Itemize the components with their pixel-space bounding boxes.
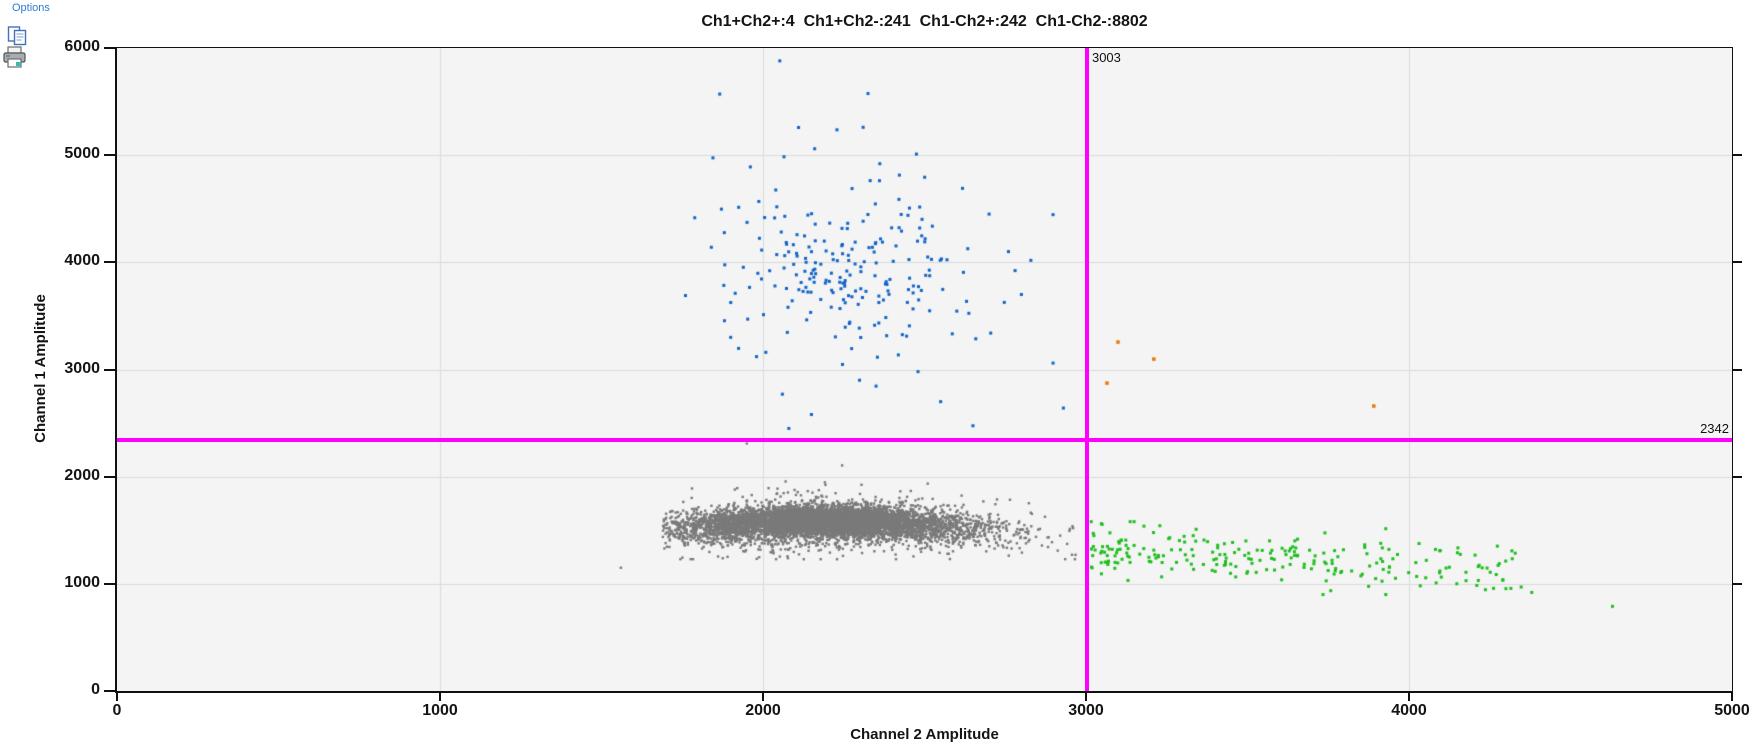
chart-title: Ch1+Ch2+:4 Ch1+Ch2-:241 Ch1-Ch2+:242 Ch1… (701, 13, 1148, 30)
x-tick (116, 692, 118, 701)
y-tick-right (1733, 261, 1742, 264)
y-tick (104, 47, 117, 49)
y-tick-label: 5000 (64, 145, 100, 163)
y-tick (104, 690, 117, 692)
ch1-threshold-value: 2342 (1700, 421, 1729, 437)
print-icon[interactable] (2, 46, 28, 75)
ch2-threshold-value: 3003 (1091, 50, 1121, 65)
x-tick (439, 692, 441, 701)
y-tick-label: 6000 (64, 38, 100, 55)
y-tick (104, 261, 117, 264)
x-tick (1408, 692, 1410, 701)
y-tick-label: 4000 (64, 252, 100, 270)
y-tick-label: 0 (91, 681, 100, 698)
y-tick (104, 368, 117, 371)
scatter-canvas[interactable] (117, 48, 1732, 691)
y-tick (104, 475, 117, 478)
y-tick-label: 2000 (64, 466, 100, 484)
x-tick-label: 4000 (1391, 702, 1427, 719)
x-tick (1731, 692, 1733, 701)
y-tick-right (1733, 475, 1742, 478)
x-tick (1085, 692, 1087, 701)
y-tick (104, 582, 117, 585)
x-tick-label: 1000 (422, 702, 458, 719)
x-axis-title: Channel 2 Amplitude (850, 726, 999, 743)
ch1-threshold-line[interactable] (117, 438, 1732, 443)
plot-area[interactable]: 3003 2342 (115, 47, 1733, 693)
y-tick (104, 154, 117, 157)
y-tick-label: 1000 (64, 573, 100, 591)
x-tick-label: 0 (112, 702, 122, 719)
ch2-threshold-line[interactable] (1084, 48, 1089, 691)
x-tick (762, 692, 764, 701)
x-tick-label: 2000 (745, 702, 781, 719)
y-tick-right (1733, 368, 1742, 371)
copy-icon[interactable] (7, 26, 29, 51)
x-tick-label: 3000 (1068, 702, 1104, 719)
y-tick-right (1733, 582, 1742, 585)
y-tick-label: 3000 (64, 359, 100, 377)
x-tick-label: 5000 (1714, 702, 1750, 719)
y-tick-right (1733, 154, 1742, 157)
options-link[interactable]: Options (12, 2, 50, 14)
